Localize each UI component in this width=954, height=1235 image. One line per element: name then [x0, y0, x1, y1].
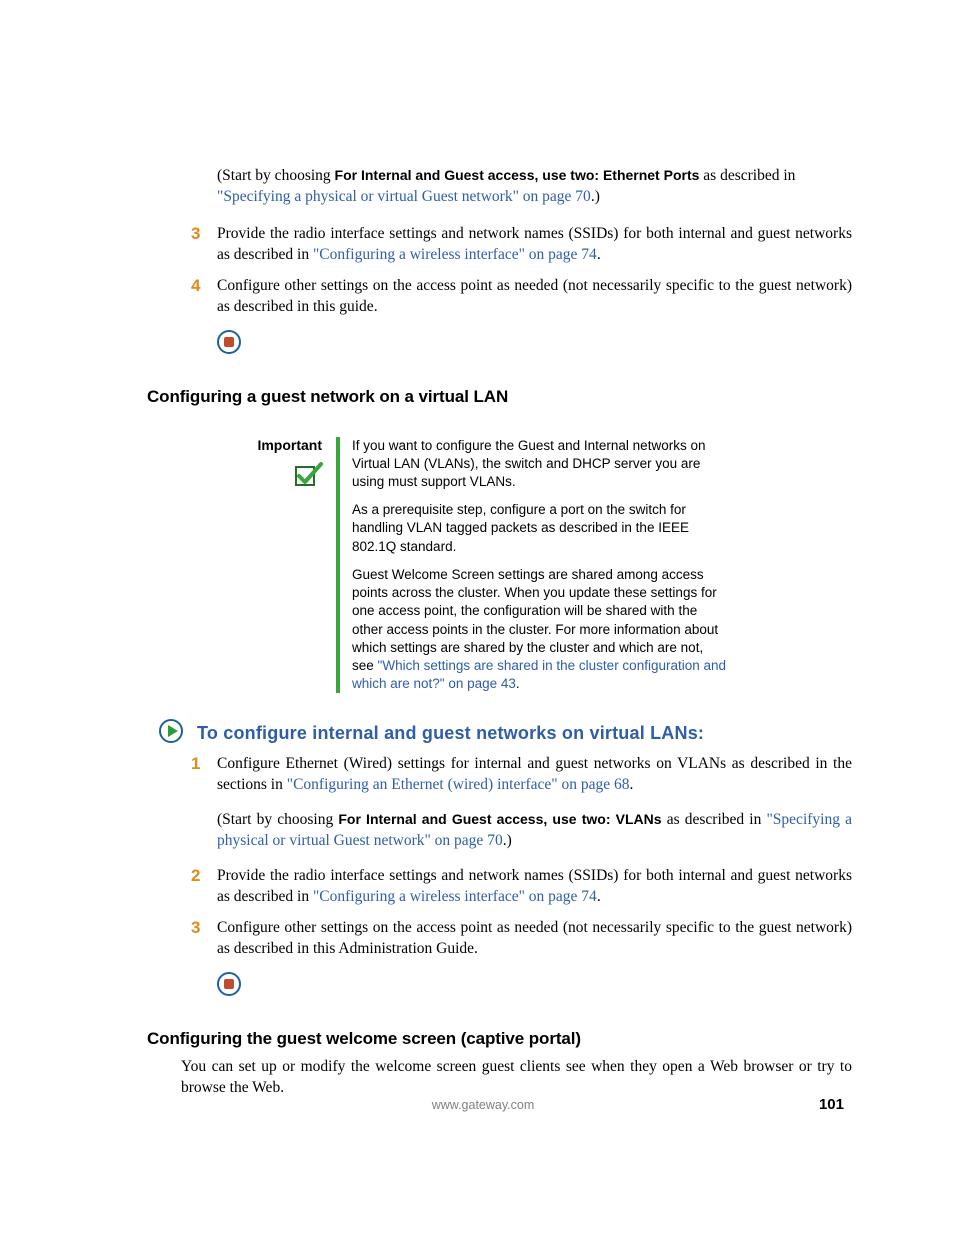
step-3b: 3 Configure other settings on the access… — [191, 918, 852, 960]
procedure-heading-row: To configure internal and guest networks… — [147, 719, 852, 748]
text: (Start by choosing — [217, 811, 338, 828]
step-1: 1 Configure Ethernet (Wired) settings fo… — [191, 754, 852, 852]
step-number: 2 — [191, 866, 217, 908]
procedure-heading: To configure internal and guest networks… — [197, 723, 704, 744]
text: . — [516, 676, 520, 691]
heading-welcome-screen: Configuring the guest welcome screen (ca… — [147, 1029, 852, 1049]
important-paragraph: As a prerequisite step, configure a port… — [352, 501, 727, 556]
step-number: 3 — [191, 918, 217, 960]
link-wireless-interface[interactable]: "Configuring a wireless interface" on pa… — [313, 246, 597, 263]
important-box: Important If you want to configure the G… — [232, 437, 852, 694]
link-ethernet-interface[interactable]: "Configuring an Ethernet (wired) interfa… — [287, 776, 630, 793]
step-3: 3 Provide the radio interface settings a… — [191, 224, 852, 266]
text: . — [630, 776, 634, 793]
text: . — [597, 246, 601, 263]
heading-guest-vlan: Configuring a guest network on a virtual… — [147, 387, 852, 407]
page-footer: www.gateway.com 101 — [147, 1096, 852, 1113]
step-text: Configure Ethernet (Wired) settings for … — [217, 754, 852, 796]
step-2: 2 Provide the radio interface settings a… — [191, 866, 852, 908]
text-bold: For Internal and Guest access, use two: … — [335, 167, 700, 183]
step-subtext: (Start by choosing For Internal and Gues… — [217, 810, 852, 852]
link-wireless-interface[interactable]: "Configuring a wireless interface" on pa… — [313, 888, 597, 905]
paragraph: You can set up or modify the welcome scr… — [181, 1057, 852, 1099]
step-number: 3 — [191, 224, 217, 266]
step-text: Configure other settings on the access p… — [217, 276, 852, 318]
step-text: Configure other settings on the access p… — [217, 918, 852, 960]
text: (Start by choosing — [217, 167, 335, 184]
important-paragraph: If you want to configure the Guest and I… — [352, 437, 727, 492]
text: as described in — [699, 167, 795, 184]
step-4: 4 Configure other settings on the access… — [191, 276, 852, 318]
text: as described in — [662, 811, 767, 828]
text: .) — [591, 188, 600, 205]
important-paragraph: Guest Welcome Screen settings are shared… — [352, 566, 727, 694]
link-cluster-settings[interactable]: "Which settings are shared in the cluste… — [352, 658, 726, 691]
play-icon — [159, 719, 189, 748]
link-guest-network-spec[interactable]: "Specifying a physical or virtual Guest … — [217, 188, 591, 205]
checkbox-icon — [294, 461, 324, 492]
text-bold: For Internal and Guest access, use two: … — [338, 811, 661, 827]
stop-icon — [217, 330, 852, 359]
step-number: 4 — [191, 276, 217, 318]
text: . — [597, 888, 601, 905]
important-label: Important — [232, 437, 322, 453]
stop-icon — [217, 972, 852, 1001]
text: .) — [503, 832, 512, 849]
page-number: 101 — [819, 1096, 852, 1113]
step-text: Provide the radio interface settings and… — [217, 866, 852, 908]
intro-paragraph: (Start by choosing For Internal and Gues… — [217, 166, 852, 208]
step-text: Provide the radio interface settings and… — [217, 224, 852, 266]
step-number: 1 — [191, 754, 217, 852]
footer-url: www.gateway.com — [147, 1098, 819, 1112]
